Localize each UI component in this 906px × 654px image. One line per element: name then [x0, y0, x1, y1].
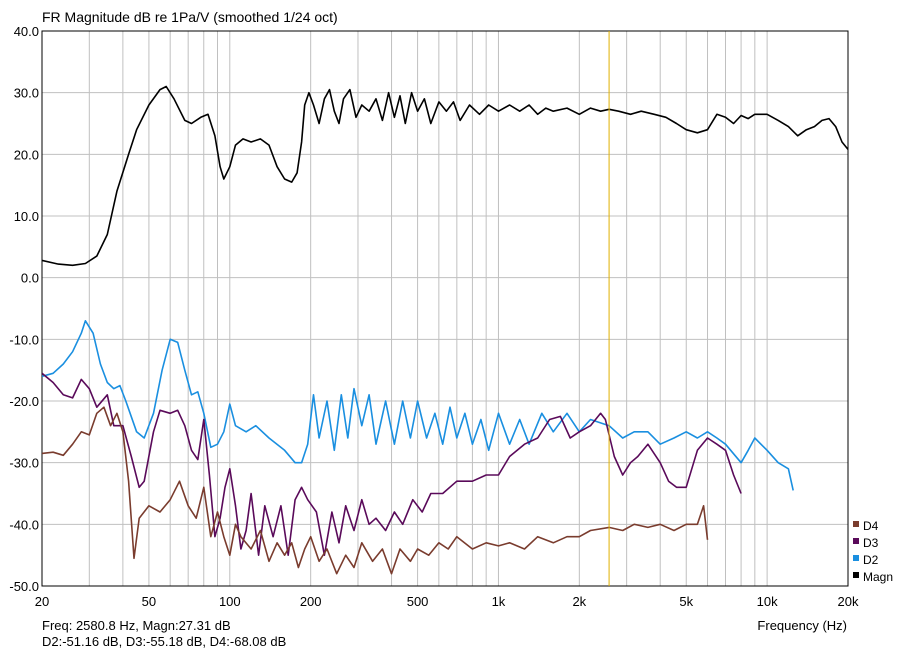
cursor-readout-line2: D2:-51.16 dB, D3:-55.18 dB, D4:-68.08 dB — [42, 634, 286, 649]
x-tick-label: 5k — [679, 594, 693, 609]
series-group — [42, 85, 848, 575]
legend-swatch-magn — [853, 572, 859, 578]
y-tick-label: 10.0 — [14, 209, 39, 224]
x-axis-ticks: 20 50 100 200 500 1k 2k 5k 10k 20k — [35, 594, 859, 609]
legend: D4 D3 D2 Magn — [853, 519, 893, 584]
legend-swatch-d2 — [853, 555, 859, 561]
legend-swatch-d4 — [853, 521, 859, 527]
legend-swatch-d3 — [853, 538, 859, 544]
x-tick-label: 10k — [757, 594, 778, 609]
grid — [42, 30, 848, 587]
plot-frame — [41, 30, 849, 587]
x-tick-label: 100 — [219, 594, 241, 609]
y-tick-label: -50.0 — [9, 579, 39, 594]
series-line-d4 — [42, 406, 709, 575]
x-tick-label: 500 — [407, 594, 429, 609]
y-tick-label: -10.0 — [9, 332, 39, 347]
y-tick-label: 20.0 — [14, 147, 39, 162]
x-tick-label: 20 — [35, 594, 49, 609]
y-tick-label: 0.0 — [21, 271, 39, 286]
legend-label-d4: D4 — [863, 519, 879, 533]
legend-label-d2: D2 — [863, 553, 879, 567]
series-line-d3 — [42, 372, 742, 556]
x-tick-label: 2k — [572, 594, 586, 609]
x-tick-label: 1k — [492, 594, 506, 609]
x-tick-label: 50 — [142, 594, 156, 609]
y-axis-ticks: 40.0 30.0 20.0 10.0 0.0 -10.0 -20.0 -30.0 -40.0 -… — [9, 24, 39, 594]
legend-label-d3: D3 — [863, 536, 879, 550]
y-tick-label: -40.0 — [9, 517, 39, 532]
y-tick-label: 40.0 — [14, 24, 39, 39]
legend-label-magn: Magn — [863, 570, 893, 584]
chart-title: FR Magnitude dB re 1Pa/V (smoothed 1/24 … — [42, 9, 338, 25]
x-axis-label: Frequency (Hz) — [757, 618, 847, 633]
x-tick-label: 20k — [838, 594, 859, 609]
cursor-readout-line1: Freq: 2580.8 Hz, Magn:27.31 dB — [42, 618, 231, 633]
series-line-d2 — [42, 320, 794, 491]
y-tick-label: 30.0 — [14, 86, 39, 101]
series-line-magn — [42, 85, 848, 267]
y-tick-label: -20.0 — [9, 394, 39, 409]
x-tick-label: 200 — [300, 594, 322, 609]
y-tick-label: -30.0 — [9, 456, 39, 471]
